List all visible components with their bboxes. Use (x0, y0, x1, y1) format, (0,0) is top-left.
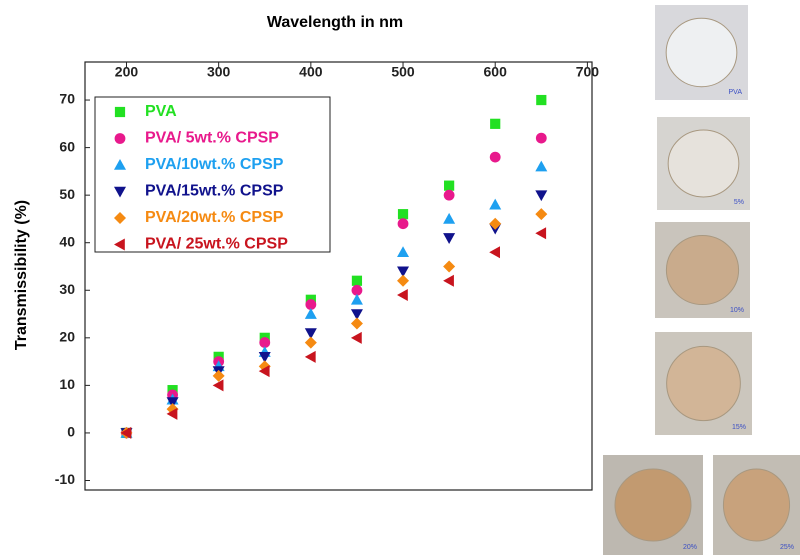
marker (351, 284, 363, 296)
marker (489, 246, 501, 259)
marker (535, 190, 548, 202)
photo-label: 5% (734, 199, 744, 206)
marker (443, 189, 455, 201)
legend-marker (114, 238, 125, 251)
marker (304, 308, 317, 319)
film-disc (665, 234, 740, 306)
marker (443, 260, 456, 273)
marker (397, 246, 410, 258)
chart-title: Wavelength in nm (267, 14, 403, 31)
legend-marker (114, 186, 126, 198)
legend-marker (114, 159, 126, 170)
marker (350, 331, 362, 344)
film-disc (666, 345, 741, 422)
film-disc (667, 129, 740, 198)
marker (397, 274, 410, 287)
marker (535, 208, 548, 221)
film-disc (665, 17, 738, 88)
photos: PVA 5% 10% 15% 20% 25% (603, 5, 800, 555)
x-tick-label: 700 (576, 64, 600, 80)
marker (397, 266, 410, 278)
x-tick-label: 400 (299, 64, 323, 80)
film-disc (722, 468, 791, 542)
y-tick-label: 60 (59, 138, 75, 154)
legend-label: PVA/10wt.% CPSP (145, 156, 284, 173)
marker (120, 426, 132, 439)
marker (536, 94, 547, 106)
marker (305, 299, 317, 310)
x-tick-label: 600 (484, 64, 508, 80)
marker (489, 217, 502, 230)
legend-marker (114, 133, 126, 144)
marker (535, 227, 547, 240)
marker (443, 212, 456, 224)
marker (489, 198, 502, 210)
marker (304, 336, 317, 349)
marker (397, 209, 409, 220)
marker (535, 132, 547, 144)
marker (351, 275, 363, 286)
marker (212, 369, 225, 382)
marker (166, 407, 178, 420)
marker (490, 118, 501, 129)
marker (444, 180, 455, 191)
y-tick-label: 50 (59, 186, 75, 202)
marker (535, 160, 548, 172)
photo-label: PVA (729, 89, 743, 96)
marker (350, 317, 363, 330)
legend-marker (114, 106, 126, 118)
legend-label: PVA/ 25wt.% CPSP (145, 236, 288, 253)
marker (212, 379, 224, 392)
x-tick-label: 500 (391, 64, 415, 80)
photo-label: 15% (732, 424, 746, 431)
y-tick-label: 40 (59, 233, 75, 249)
x-tick-label: 300 (207, 64, 231, 80)
marker (258, 365, 270, 378)
marker (259, 337, 271, 348)
y-tick-label: 30 (59, 281, 75, 297)
y-axis-label: Transmissibility (%) (13, 200, 30, 350)
legend-label: PVA/20wt.% CPSP (145, 209, 284, 226)
plot-frame (84, 61, 593, 491)
y-tick-label: 0 (67, 424, 75, 440)
marker (489, 151, 501, 163)
photo-label: 25% (780, 544, 794, 551)
y-tick-label: 70 (59, 91, 75, 107)
film-disc (614, 468, 692, 542)
x-tick-label: 200 (115, 64, 139, 80)
marker (258, 352, 271, 363)
marker (166, 397, 179, 409)
photo-label: 20% (683, 544, 697, 551)
legend-box (94, 96, 331, 253)
marker (397, 289, 408, 302)
marker (397, 218, 409, 230)
y-tick-label: 10 (59, 376, 75, 392)
marker (304, 350, 316, 363)
legend-label: PVA (145, 103, 177, 120)
marker (350, 309, 363, 321)
marker (350, 293, 363, 305)
marker (304, 328, 317, 340)
legend-marker (114, 212, 126, 224)
legend-label: PVA/ 5wt.% CPSP (145, 130, 279, 147)
legend-label: PVA/15wt.% CPSP (145, 183, 284, 200)
y-tick-label: -10 (55, 471, 75, 487)
y-tick-label: 20 (59, 329, 75, 345)
photo-label: 10% (730, 307, 744, 314)
marker (443, 274, 454, 287)
marker (443, 233, 456, 244)
